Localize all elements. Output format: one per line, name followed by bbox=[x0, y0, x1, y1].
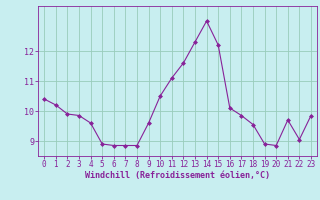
X-axis label: Windchill (Refroidissement éolien,°C): Windchill (Refroidissement éolien,°C) bbox=[85, 171, 270, 180]
